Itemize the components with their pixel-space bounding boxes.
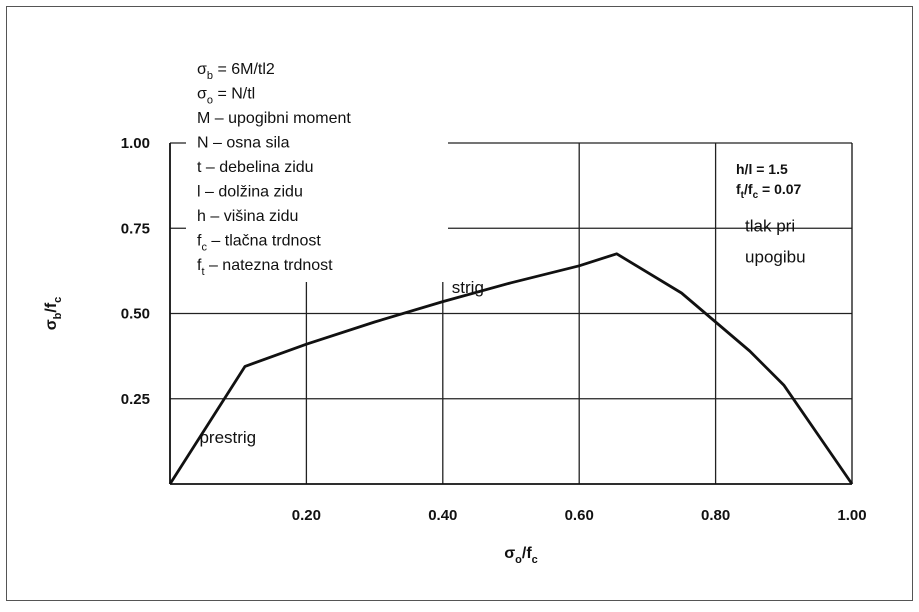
axes <box>169 143 853 485</box>
legend-item: N – osna sila <box>197 135 290 152</box>
legend-item: l – dolžina zidu <box>197 184 303 201</box>
param-strength-ratio: ft/fc = 0.07 <box>736 181 802 201</box>
param-aspect-ratio: h/l = 1.5 <box>736 161 788 177</box>
interaction-curve <box>168 252 854 485</box>
y-tick-label: 0.75 <box>121 220 150 237</box>
region-label: prestrig <box>199 428 256 447</box>
x-tick-label: 0.40 <box>428 507 457 524</box>
legend-item: σo = N/tl <box>197 86 255 107</box>
y-axis-label: σb/fc <box>43 297 64 331</box>
y-tick-label: 1.00 <box>121 135 150 152</box>
region-label: tlak pri <box>745 217 795 236</box>
legend-item: M – upogibni moment <box>197 110 351 127</box>
x-tick-label: 0.20 <box>292 507 321 524</box>
legend-item: t – debelina zidu <box>197 159 314 176</box>
region-label: upogibu <box>745 247 806 266</box>
legend-item: ft – natezna trdnost <box>197 257 333 278</box>
legend-item: σb = 6M/tl2 <box>197 61 275 82</box>
x-tick-label: 1.00 <box>837 507 866 524</box>
figure-border <box>6 6 913 601</box>
x-axis-label: σo/fc <box>504 545 538 566</box>
legend-mask <box>186 52 448 282</box>
y-tick-label: 0.25 <box>121 391 150 408</box>
y-tick-label: 0.50 <box>121 306 150 323</box>
region-label: strig <box>452 278 484 297</box>
legend-background <box>186 52 448 282</box>
legend-item: fc – tlačna trdnost <box>197 233 321 254</box>
labels: 0.20 0.40 0.60 0.80 1.00 0.25 0.50 0.75 1.00 σo/f… <box>43 61 867 566</box>
x-tick-label: 0.80 <box>701 507 730 524</box>
legend-item: h – višina zidu <box>197 208 298 225</box>
x-tick-label: 0.60 <box>565 507 594 524</box>
curve-layer <box>168 252 854 485</box>
